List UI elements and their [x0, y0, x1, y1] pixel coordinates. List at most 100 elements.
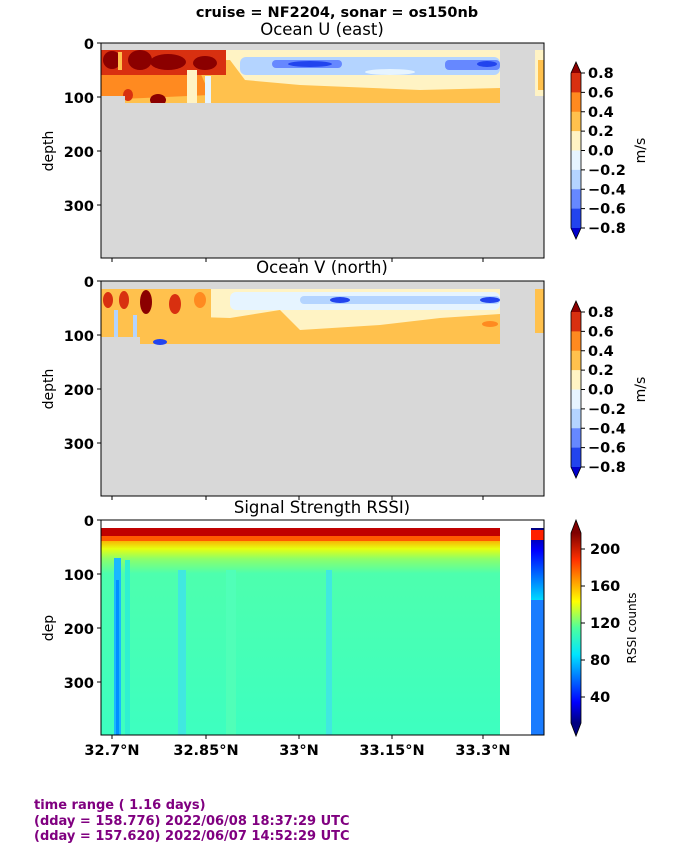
v-ylabel: depth — [41, 369, 57, 410]
rssi-mid-stripe-2 — [178, 570, 186, 735]
u-cbar-bottom-arrow — [571, 228, 581, 239]
figure-suptitle: cruise = NF2204, sonar = os150nb — [196, 5, 478, 21]
dday-end-line: (dday = 158.776) 2022/06/08 18:37:29 UTC — [34, 813, 350, 829]
colorbar-u: 0.8 0.6 0.4 0.2 0.0 −0.2 −0.4 −0.6 −0.8 m/s — [570, 61, 649, 240]
u-gap-1 — [118, 52, 122, 70]
colorbar-v: 0.8 0.6 0.4 0.2 0.0 −0.2 −0.4 −0.6 −0.8 m/s — [570, 300, 649, 479]
svg-text:100: 100 — [64, 91, 94, 107]
rssi-cbar-tick-200: 200 — [590, 542, 620, 558]
u-yaxis: 0 100 200 300 — [64, 37, 101, 215]
v-nodata-mask — [101, 281, 544, 496]
rssi-ylabel: dep — [41, 615, 57, 642]
v-cbar-tick-label: −0.4 — [588, 421, 626, 437]
svg-text:100: 100 — [64, 329, 94, 345]
v-cbar-tick-label: −0.6 — [588, 441, 626, 457]
xtick-label-4: 33.15°N — [359, 743, 424, 759]
v-cbar-tick-label: 0.4 — [588, 344, 614, 360]
v-heatmap — [101, 281, 544, 496]
v-xaxis-ticks — [111, 496, 484, 500]
panel-rssi: Signal Strength RSSI) 0 100 200 300 32.7… — [41, 498, 545, 759]
v-cbar-bin — [571, 408, 581, 429]
u-cbar-tick-label: −0.6 — [588, 202, 626, 218]
rssi-mid-stripe-3 — [226, 570, 236, 735]
v-cbar-tick-label: 0.6 — [588, 324, 614, 340]
time-range-footer: time range ( 1.16 days) (dday = 158.776)… — [34, 798, 350, 845]
svg-text:200: 200 — [64, 622, 94, 638]
xtick-label-3: 33°N — [279, 743, 319, 759]
u-cbar-bin — [571, 131, 581, 151]
rssi-cbar-body — [571, 533, 581, 723]
u-cbar-tick-label: 0.8 — [588, 66, 614, 82]
v-neg-core — [153, 339, 167, 345]
u-cbar-bin — [571, 92, 581, 113]
u-cbar-tick-label: 0.0 — [588, 144, 614, 160]
rssi-yaxis: 0 100 200 300 — [64, 514, 101, 692]
v-right-column — [535, 289, 544, 333]
u-cbar-tick-label: 0.2 — [588, 124, 614, 140]
svg-text:300: 300 — [64, 437, 94, 453]
xtick-label-5: 33.3°N — [455, 743, 510, 759]
rssi-mid-stripe-4 — [326, 570, 332, 735]
rssi-cbar-tick-80: 80 — [590, 653, 610, 669]
u-cbar-bin — [571, 111, 581, 132]
xtick-label-1: 32.7°N — [84, 743, 139, 759]
v-core-c — [140, 290, 152, 314]
u-cbar-tick-label: 0.6 — [588, 85, 614, 101]
panel-ocean-v: Ocean V (north) 0 100 200 — [41, 258, 545, 500]
u-heatmap — [101, 43, 544, 258]
v-cbar-label: m/s — [633, 377, 649, 403]
u-core-b — [128, 50, 152, 70]
rssi-xaxis: 32.7°N 32.85°N 33°N 33.15°N 33.3°N — [84, 735, 511, 759]
panel-ocean-u: Ocean U (east) — [41, 20, 545, 262]
u-core-d — [193, 56, 217, 70]
svg-text:200: 200 — [64, 383, 94, 399]
u-xaxis-ticks — [111, 258, 484, 262]
v-southward-jet-2 — [480, 297, 500, 303]
u-cbar-bin — [571, 208, 581, 229]
rssi-heatmap — [101, 520, 544, 735]
v-neg-streak-1 — [114, 310, 118, 340]
rssi-field — [101, 528, 500, 735]
u-cbar-tick-label: −0.2 — [588, 163, 626, 179]
u-westward-jet-2 — [477, 61, 497, 67]
rssi-right-column-low — [531, 600, 544, 735]
v-cbar-bin — [571, 389, 581, 410]
v-cbar-bin — [571, 331, 581, 352]
panel-v-title: Ocean V (north) — [256, 258, 388, 277]
v-yaxis: 0 100 200 300 — [64, 275, 101, 453]
svg-text:0: 0 — [84, 37, 94, 53]
v-cbar-tick-label: 0.0 — [588, 383, 614, 399]
v-neg-streak-2 — [133, 315, 137, 340]
u-cbar-tick-label: −0.8 — [588, 221, 626, 237]
u-core-e — [123, 89, 133, 101]
v-core-e — [194, 292, 206, 308]
svg-text:100: 100 — [64, 568, 94, 584]
u-right-column-core — [538, 60, 544, 90]
u-core-a — [103, 51, 121, 69]
v-cbar-bin — [571, 312, 581, 332]
v-cbar-bin — [571, 350, 581, 371]
u-cbar-label: m/s — [633, 138, 649, 164]
u-cbar-tick-label: −0.4 — [588, 182, 626, 198]
panel-u-title: Ocean U (east) — [260, 20, 384, 39]
v-southward-band — [300, 296, 500, 304]
rssi-cbar-label: RSSI counts — [625, 592, 639, 663]
u-cbar-bin — [571, 150, 581, 171]
v-cbar-bin — [571, 370, 581, 390]
u-core-c — [150, 54, 186, 70]
u-nodata-mask — [101, 43, 544, 258]
rssi-cbar-tick-40: 40 — [590, 690, 610, 706]
u-cbar-tick-label: 0.4 — [588, 105, 614, 121]
v-cbar-tick-label: 0.8 — [588, 305, 614, 321]
svg-text:300: 300 — [64, 676, 94, 692]
rssi-mid-stripe-1 — [125, 560, 130, 735]
u-cbar-top-arrow — [571, 62, 581, 73]
v-southward-jet-1 — [330, 297, 350, 303]
u-westward-jet-1 — [288, 61, 332, 67]
v-cbar-tick-label: 0.2 — [588, 363, 614, 379]
u-ylabel: depth — [41, 131, 57, 172]
v-cbar-tick-label: −0.8 — [588, 460, 626, 476]
svg-text:300: 300 — [64, 199, 94, 215]
v-cbar-tick-label: −0.2 — [588, 402, 626, 418]
